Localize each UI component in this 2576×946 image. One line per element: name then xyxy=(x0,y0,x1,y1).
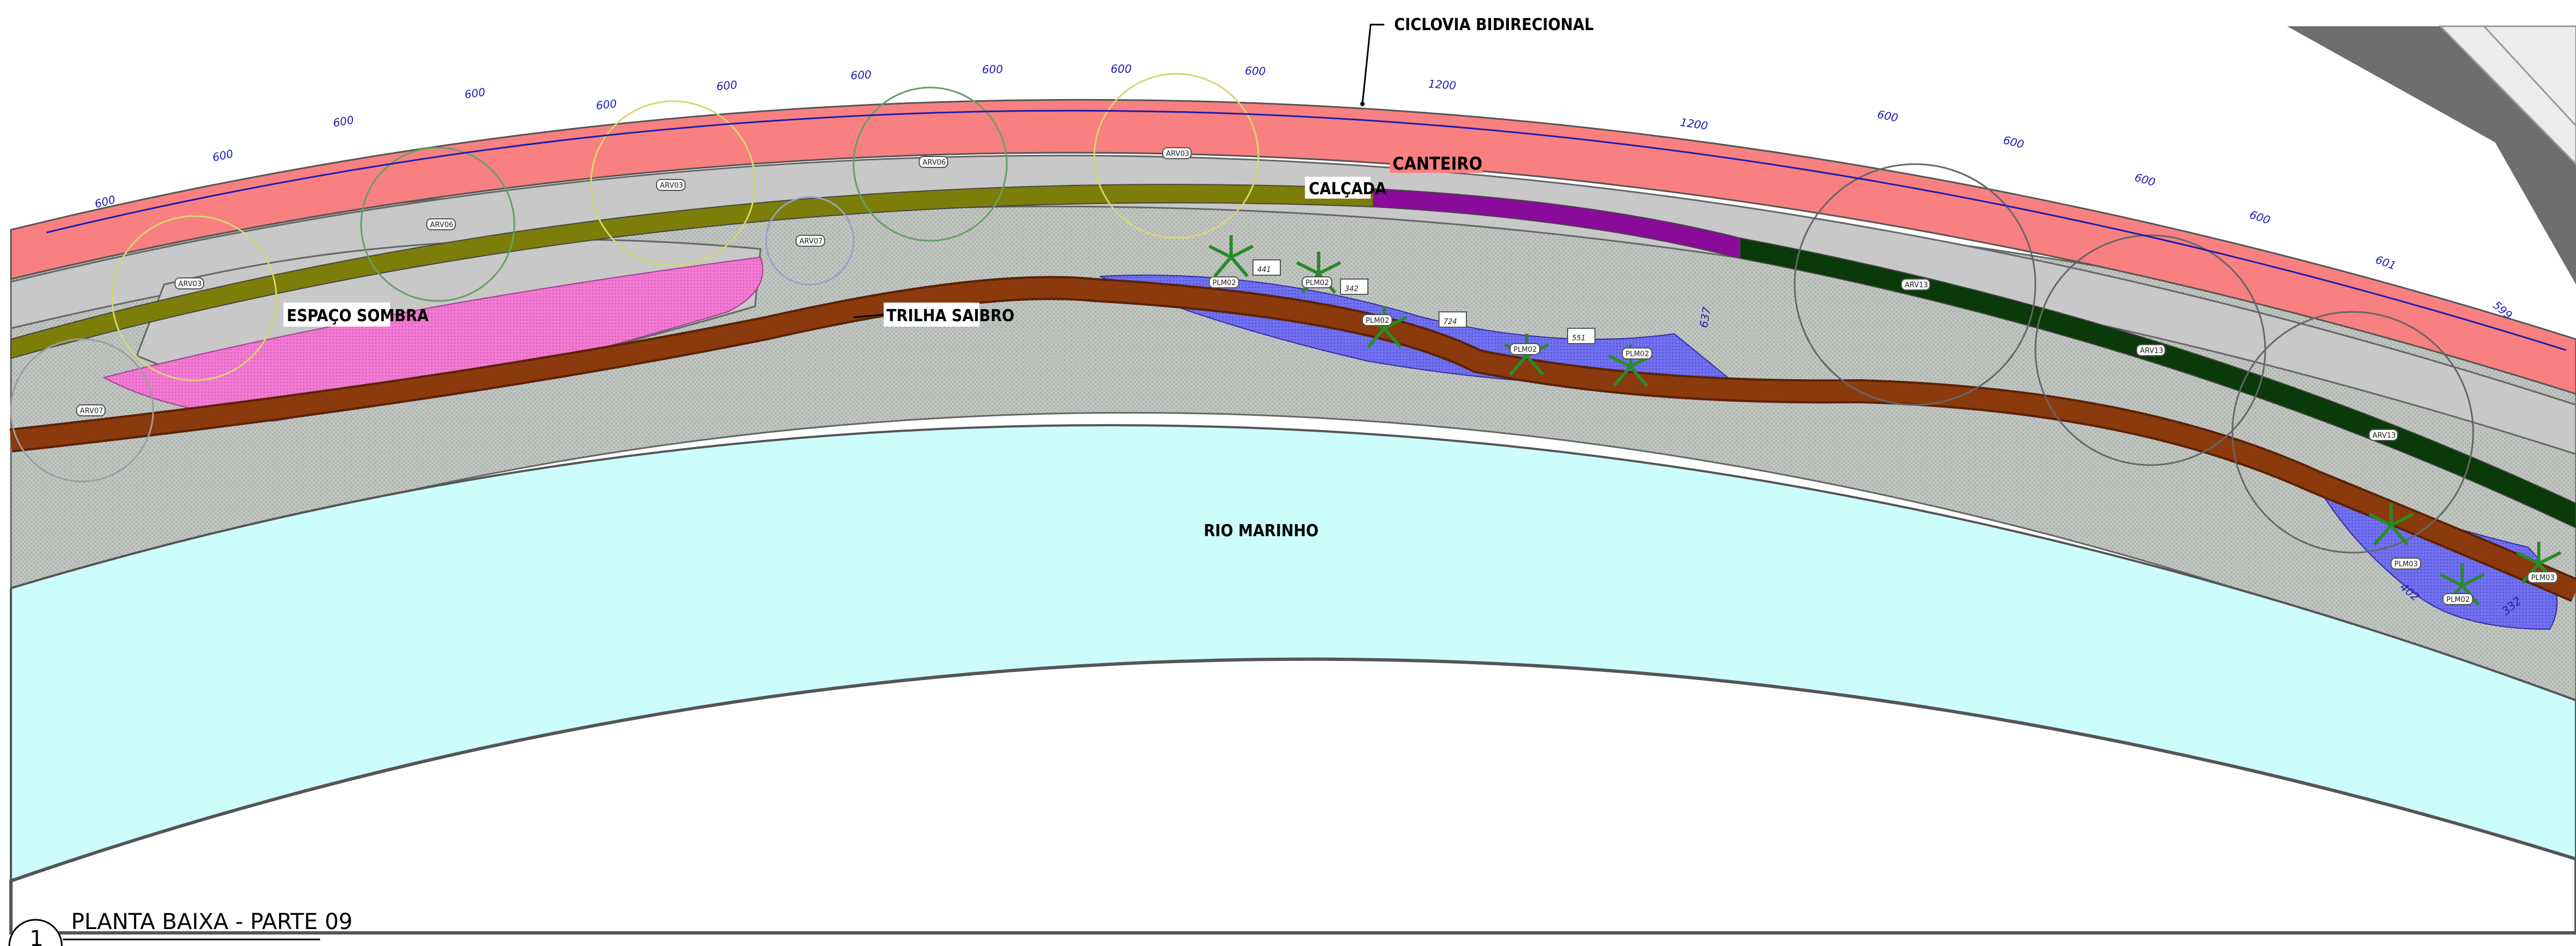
dimension-label: 724 xyxy=(1443,318,1457,326)
ciclovia-band xyxy=(10,98,2576,395)
tag-label: ARV06 xyxy=(430,221,454,229)
dimension-label: 600 xyxy=(716,78,738,93)
tag-label: PLM03 xyxy=(2531,574,2555,582)
drawing-title: PLANTA BAIXA - PARTE 09 xyxy=(71,909,352,935)
dimension-label: 600 xyxy=(595,97,617,112)
dimension-label: 600 xyxy=(211,147,234,164)
plant-tags: ARV03 ARV03 ARV03 ARV06 ARV06 ARV07 ARV0… xyxy=(76,147,2558,605)
dimension-label: 601 xyxy=(2374,253,2398,272)
tag-label: PLM03 xyxy=(2394,560,2418,568)
label-trilha-saibro: TRILHA SAIBRO xyxy=(886,306,1014,326)
lower-bank xyxy=(9,657,2576,935)
tag-label: ARV13 xyxy=(1905,281,1928,289)
tag-label: PLM02 xyxy=(1212,279,1236,287)
tag-label: ARV13 xyxy=(2372,432,2396,440)
dimension-label: 600 xyxy=(2002,134,2026,152)
tag-label: ARV03 xyxy=(1166,150,1190,158)
dimension-label: 600 xyxy=(850,68,872,82)
dimension-label: 600 xyxy=(1245,64,1266,78)
dimension-label: 551 xyxy=(1572,334,1586,343)
dimension-label: 600 xyxy=(982,62,1003,76)
dimension-label: 600 xyxy=(463,85,486,101)
dimension-label: 600 xyxy=(1111,62,1132,76)
tag-label: ARV06 xyxy=(923,159,946,167)
label-calcada: CALÇADA xyxy=(1309,179,1386,199)
title-block: PLANTA BAIXA - PARTE 09 1 xyxy=(8,909,352,946)
area-labels: CICLOVIA BIDIRECIONAL CANTEIRO CALÇADA E… xyxy=(283,15,1594,541)
drawing-number: 1 xyxy=(30,926,43,946)
tag-label: PLM02 xyxy=(1306,279,1329,287)
dimension-label: 600 xyxy=(1876,107,1899,124)
tag-label: ARV07 xyxy=(80,407,103,415)
ciclovia-leader xyxy=(1361,24,1384,105)
tag-label: PLM02 xyxy=(1513,346,1537,354)
dimension-label: 600 xyxy=(2133,171,2157,189)
dimension-label: 342 xyxy=(1345,285,1359,293)
label-rio: RIO MARINHO xyxy=(1204,521,1319,541)
dimension-label: 600 xyxy=(332,113,355,130)
tree-circles xyxy=(10,73,2474,554)
dimension-line-top xyxy=(46,109,2567,351)
building-block xyxy=(2287,25,2576,285)
label-espaco-sombra: ESPAÇO SOMBRA xyxy=(287,306,429,326)
canteiro-dark-strip xyxy=(1739,237,2576,529)
tag-label: ARV13 xyxy=(2140,347,2163,355)
tag-label: ARV07 xyxy=(799,237,823,246)
tag-label: PLM02 xyxy=(2446,596,2470,604)
tag-label: PLM02 xyxy=(1366,317,1389,325)
tag-label: PLM02 xyxy=(1626,350,1649,358)
label-canteiro: CANTEIRO xyxy=(1393,153,1482,174)
dimension-label: 1200 xyxy=(1428,77,1457,92)
dimension-label: 1200 xyxy=(1679,115,1709,132)
dimension-label: 441 xyxy=(1257,266,1271,274)
dimension-label: 600 xyxy=(2248,208,2272,227)
tag-label: ARV03 xyxy=(660,182,683,190)
label-ciclovia: CICLOVIA BIDIRECIONAL xyxy=(1394,15,1594,34)
tag-label: ARV03 xyxy=(178,280,202,288)
